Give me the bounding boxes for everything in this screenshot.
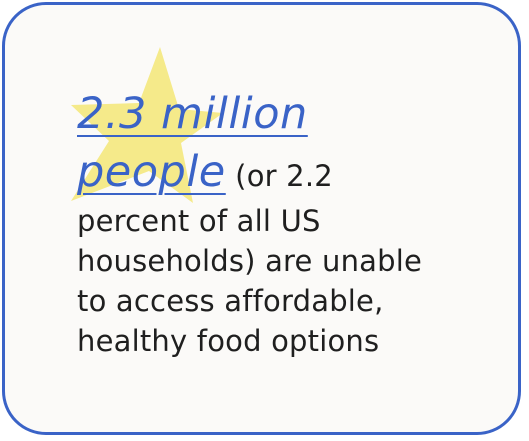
stat-line-2: people (or 2.2 [77, 143, 487, 201]
stat-text-part-3: households) are unable [77, 244, 423, 278]
stat-text-part-1: (or 2.2 [225, 159, 333, 193]
stat-card: 2.3 million people (or 2.2 percent of al… [2, 2, 521, 435]
stat-text: 2.3 million people (or 2.2 percent of al… [77, 85, 487, 361]
stat-text-part-4: to access affordable, [77, 284, 384, 318]
stat-highlight-people: people [77, 147, 226, 197]
stat-highlight-number: 2.3 million [77, 89, 308, 139]
star-icon [71, 47, 223, 203]
stat-line-1: 2.3 million [77, 85, 487, 143]
stat-text-part-2: percent of all US [77, 204, 321, 238]
stat-text-part-5: healthy food options [77, 324, 380, 358]
